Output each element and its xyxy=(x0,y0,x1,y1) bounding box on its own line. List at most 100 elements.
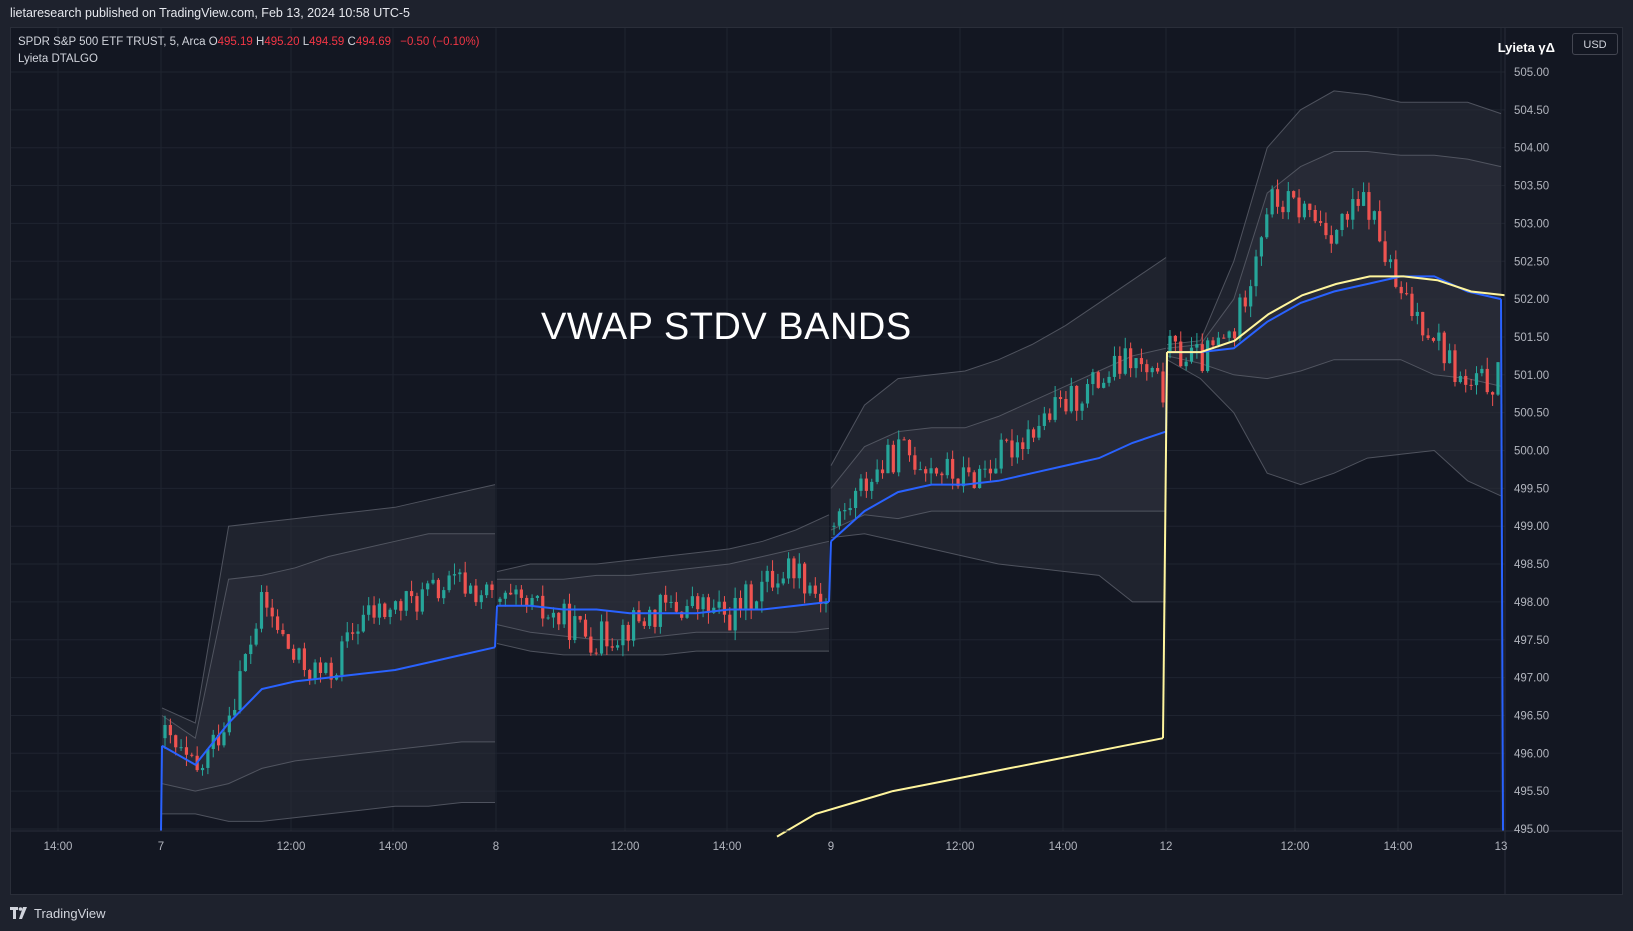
price-tick-label: 498.00 xyxy=(1514,597,1549,609)
candle-body xyxy=(1485,368,1489,393)
candle-body xyxy=(458,572,462,575)
candle-body xyxy=(313,662,317,680)
low-label: L xyxy=(302,36,310,48)
price-tick-label: 505.00 xyxy=(1514,67,1549,79)
candle-body xyxy=(653,609,657,627)
candlesticks xyxy=(163,179,1500,776)
candle-body xyxy=(1222,337,1226,339)
candle-body xyxy=(988,468,993,474)
candle-body xyxy=(1388,259,1393,263)
band-line-lower2 xyxy=(162,802,495,822)
candle-body xyxy=(1216,337,1220,346)
candle-body xyxy=(1168,335,1172,353)
candle-body xyxy=(1372,211,1376,220)
indicator-brand-label: Lyieta γΔ xyxy=(1497,40,1555,55)
candle-body xyxy=(610,646,614,648)
candle-body xyxy=(674,601,678,612)
candle-body xyxy=(690,596,694,607)
band-line-lower2 xyxy=(1166,359,1502,497)
open-label: O xyxy=(208,36,218,48)
price-tick-label: 496.50 xyxy=(1514,710,1549,722)
candle-body xyxy=(509,592,513,595)
candle-body xyxy=(1281,206,1285,213)
price-tick-label: 501.00 xyxy=(1514,370,1549,382)
band-line-upper2 xyxy=(496,514,830,573)
candle-body xyxy=(728,614,732,631)
candle-body xyxy=(594,652,598,654)
candle-body xyxy=(813,585,817,594)
candle-body xyxy=(1053,397,1057,420)
currency-badge[interactable]: USD xyxy=(1572,33,1618,55)
candle-body xyxy=(853,490,858,509)
vwap-line xyxy=(830,430,1167,543)
candle-body xyxy=(1329,235,1333,244)
candle-body xyxy=(174,735,178,748)
candle-body xyxy=(837,511,841,526)
vwap-line xyxy=(497,600,830,615)
candle-body xyxy=(918,469,922,471)
symbol-label[interactable]: SPDR S&P 500 ETF TRUST, 5, Arca xyxy=(18,36,206,48)
price-tick-label: 500.00 xyxy=(1514,446,1549,458)
candle-body xyxy=(1015,442,1019,458)
candle-body xyxy=(409,591,414,597)
candle-body xyxy=(1318,221,1323,223)
candle-body xyxy=(648,609,652,626)
candle-body xyxy=(615,645,620,648)
candle-body xyxy=(1184,361,1188,367)
candle-body xyxy=(1442,332,1446,364)
candle-body xyxy=(474,585,478,603)
band-line-lower1 xyxy=(161,741,495,792)
candle-body xyxy=(1206,340,1210,372)
candle-body xyxy=(318,662,323,674)
candle-body xyxy=(238,671,242,710)
candle-body xyxy=(1324,222,1328,236)
vwap-connector xyxy=(828,541,832,602)
candle-body xyxy=(642,621,646,626)
time-tick-label: 14:00 xyxy=(1049,841,1078,853)
candle-body xyxy=(913,455,917,470)
candle-body xyxy=(393,601,398,610)
candle-body xyxy=(1335,229,1339,244)
candle-body xyxy=(744,584,748,611)
candle-body xyxy=(1426,335,1430,339)
candle-body xyxy=(696,596,700,610)
candle-body xyxy=(1058,397,1063,399)
candle-body xyxy=(190,754,194,756)
candle-body xyxy=(1340,213,1344,230)
candle-body xyxy=(1179,341,1183,367)
time-tick-label: 14:00 xyxy=(1384,841,1413,853)
candle-body xyxy=(1399,286,1403,294)
candle-body xyxy=(562,603,566,625)
candle-body xyxy=(786,558,791,579)
candle-body xyxy=(583,619,588,637)
candle-body xyxy=(1195,344,1199,348)
candle-body xyxy=(1249,286,1253,307)
candle-body xyxy=(891,444,895,473)
candle-body xyxy=(961,467,966,487)
candle-body xyxy=(404,591,408,611)
candle-body xyxy=(999,439,1003,469)
candle-body xyxy=(324,662,328,674)
candle-body xyxy=(308,670,312,680)
candle-body xyxy=(1480,368,1484,374)
candle-body xyxy=(870,481,874,491)
price-tick-label: 504.00 xyxy=(1514,143,1549,155)
candle-body xyxy=(1464,375,1468,385)
candle-body xyxy=(372,605,376,618)
band-line-upper2 xyxy=(830,257,1167,466)
candle-body xyxy=(567,603,572,641)
candle-body xyxy=(1469,384,1473,386)
time-tick-label: 7 xyxy=(158,841,164,853)
price-tick-label: 499.00 xyxy=(1514,521,1549,533)
indicator-label[interactable]: Lyieta DTALGO xyxy=(18,53,98,65)
candle-body xyxy=(1004,439,1009,441)
band-line-lower1 xyxy=(1166,355,1502,387)
candle-body xyxy=(792,558,796,579)
candle-body xyxy=(972,472,976,489)
close-value: 494.69 xyxy=(355,36,392,48)
tradingview-logo-icon xyxy=(10,907,27,919)
candle-body xyxy=(1361,192,1366,206)
price-chart[interactable]: 505.00 504.50 504.00 503.50 503.00 502.50 502.… xyxy=(11,28,1622,894)
candle-body xyxy=(1042,413,1046,426)
band-fill-outer xyxy=(1167,90,1501,496)
